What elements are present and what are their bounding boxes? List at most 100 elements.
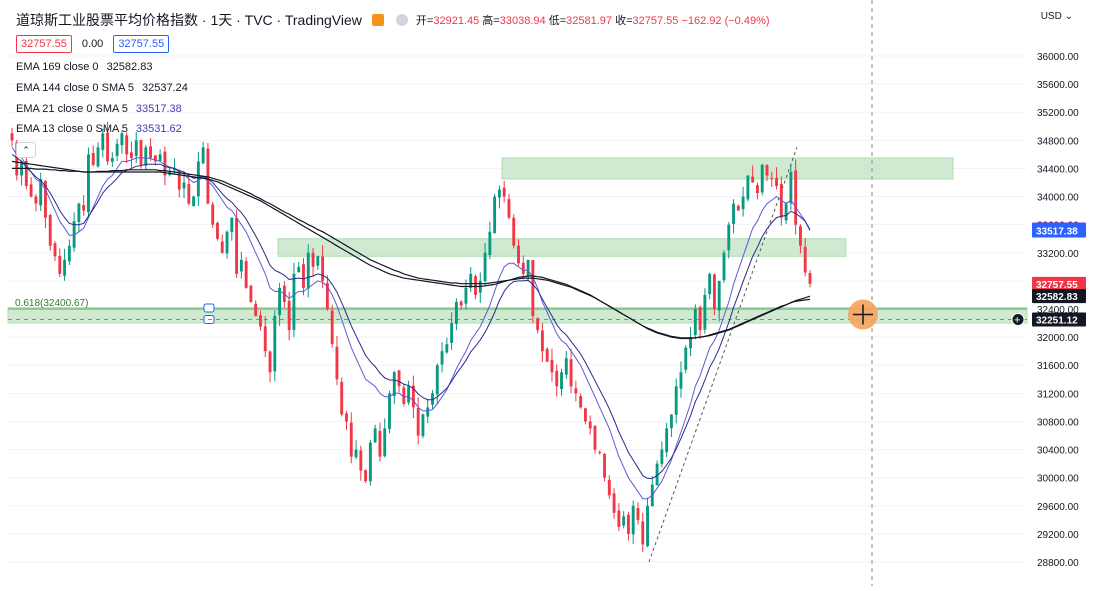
- candle-body: [454, 301, 458, 324]
- y-tick-label: 28800.00: [1037, 558, 1079, 569]
- candle-body: [158, 154, 162, 161]
- candle-body: [712, 274, 716, 309]
- candle-body: [373, 428, 377, 443]
- candle-body: [450, 323, 454, 343]
- candle-body: [799, 226, 802, 246]
- candle-body: [216, 223, 219, 239]
- support-zone: [277, 238, 847, 257]
- candle-body: [674, 386, 678, 415]
- legend-ema21[interactable]: EMA 21 close 0 SMA 5 33517.38: [16, 103, 182, 115]
- candle-body: [684, 347, 688, 370]
- candle-body: [689, 337, 692, 349]
- y-tick-label: 32400.00: [1037, 305, 1079, 316]
- candle-body: [153, 155, 157, 162]
- price-tag-label: 32582.83: [1036, 292, 1078, 303]
- candle-body: [727, 224, 731, 251]
- add-alert-icon[interactable]: [1011, 312, 1025, 326]
- candle-body: [459, 301, 463, 306]
- ema169-line: [12, 167, 811, 339]
- candle-body: [626, 514, 630, 534]
- candle-body: [144, 147, 148, 166]
- minus-icon[interactable]: [395, 14, 408, 26]
- trend-line: [648, 147, 798, 563]
- candle-body: [679, 372, 683, 389]
- candle-body: [560, 372, 563, 390]
- candle-body: [622, 516, 626, 526]
- candle-body: [555, 370, 559, 387]
- legend-ema169[interactable]: EMA 169 close 0 32582.83: [16, 61, 153, 73]
- candle-body: [58, 256, 62, 274]
- candle-body: [139, 140, 143, 165]
- candle-body: [655, 463, 659, 486]
- candle-body: [134, 140, 138, 156]
- buy-price[interactable]: 32757.55: [113, 35, 170, 53]
- candle-body: [239, 259, 243, 272]
- candle-body: [77, 203, 81, 222]
- candle-body: [545, 349, 549, 362]
- collapse-legend-button[interactable]: ⌃: [16, 142, 36, 158]
- crosshair-tool: +: [848, 299, 1025, 330]
- y-tick-label: 36000.00: [1037, 52, 1079, 63]
- price-tag-label: 32757.55: [1036, 280, 1078, 291]
- y-tick-label: 35600.00: [1037, 80, 1079, 91]
- candle-body: [259, 315, 262, 327]
- candle-body: [808, 273, 812, 284]
- candles: [10, 121, 812, 553]
- y-tick-label: 31600.00: [1037, 361, 1079, 372]
- price-tag-label: 33517.38: [1036, 226, 1078, 237]
- candle-body: [512, 217, 516, 246]
- candle-body: [756, 185, 759, 194]
- candle-body: [531, 260, 535, 317]
- y-tick-label: 30800.00: [1037, 417, 1079, 428]
- fib-handle: [203, 303, 215, 313]
- candle-body: [345, 413, 348, 422]
- sell-price[interactable]: 32757.55: [16, 35, 72, 53]
- symbol-title[interactable]: 道琼斯工业股票平均价格指数 · 1天 · TVC · TradingView: [16, 12, 362, 28]
- candle-body: [39, 178, 43, 206]
- candle-body: [354, 449, 358, 458]
- support-resistance-zones: 0.618(32400.67): [7, 157, 1028, 324]
- candle-body: [206, 148, 210, 204]
- candle-body: [330, 310, 334, 345]
- candle-body: [631, 505, 635, 535]
- y-tick-label: 34800.00: [1037, 136, 1079, 147]
- legend-ema144[interactable]: EMA 144 close 0 SMA 5 32537.24: [16, 82, 188, 94]
- candle-body: [383, 428, 387, 457]
- candle-body: [263, 326, 267, 352]
- candle-body: [364, 470, 368, 482]
- candle-body: [15, 142, 19, 176]
- candle-body: [368, 442, 372, 482]
- candle-body: [120, 133, 124, 146]
- candle-body: [474, 276, 477, 295]
- candle-body: [636, 507, 640, 520]
- candle-body: [521, 262, 525, 274]
- candle-body: [775, 177, 778, 187]
- candle-body: [254, 303, 258, 317]
- candle-body: [698, 307, 702, 331]
- candle-body: [292, 273, 296, 330]
- candle-body: [177, 171, 181, 190]
- candle-body: [325, 282, 329, 309]
- candle-body: [130, 152, 133, 158]
- candle-body: [63, 259, 66, 276]
- legend-ema13[interactable]: EMA 13 close 0 SMA 5 33531.62: [16, 123, 182, 135]
- y-tick-label: 34400.00: [1037, 164, 1079, 175]
- candle-body: [574, 388, 578, 394]
- y-tick-label: 29600.00: [1037, 502, 1079, 513]
- candle-body: [708, 273, 712, 295]
- candle-body: [96, 147, 100, 167]
- candle-body: [244, 261, 248, 288]
- candle-body: [703, 294, 707, 330]
- price-tag: [1032, 312, 1086, 327]
- currency-selector[interactable]: USD ⌄: [1040, 11, 1073, 22]
- candle-body: [106, 132, 110, 162]
- y-tick-label: 31200.00: [1037, 389, 1079, 400]
- candle-body: [741, 196, 745, 210]
- candle-body: [335, 346, 339, 380]
- candle-body: [722, 252, 726, 281]
- candle-body: [517, 245, 520, 264]
- candle-body: [760, 164, 764, 193]
